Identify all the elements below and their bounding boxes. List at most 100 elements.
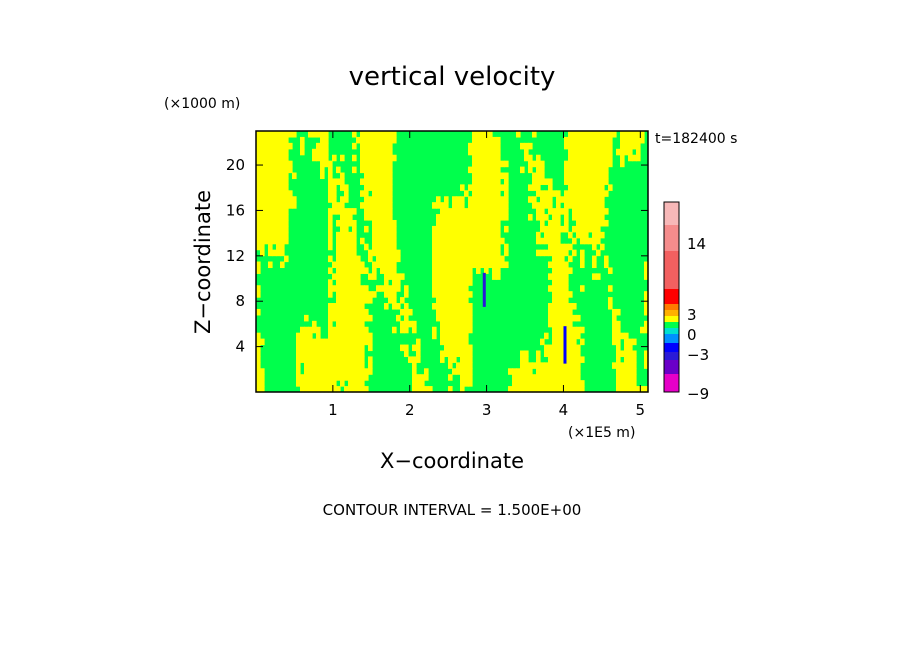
field-cell xyxy=(332,273,337,280)
field-cell xyxy=(356,338,361,346)
field-cell xyxy=(352,386,357,393)
field-cell xyxy=(316,356,321,363)
field-cell xyxy=(580,148,585,156)
field-cell xyxy=(580,196,585,203)
field-cell xyxy=(356,273,361,280)
field-cell xyxy=(564,273,569,280)
field-cell xyxy=(476,267,481,274)
field-cell xyxy=(352,291,357,298)
field-cell xyxy=(452,356,457,363)
field-cell xyxy=(468,380,473,387)
field-cell xyxy=(532,178,537,185)
field-cell xyxy=(268,196,273,203)
field-cell xyxy=(576,190,581,197)
field-cell xyxy=(460,237,465,245)
field-cell xyxy=(272,237,277,245)
field-cell xyxy=(552,231,557,239)
field-cell xyxy=(644,350,649,358)
field-cell xyxy=(552,261,557,269)
field-cell xyxy=(464,320,469,328)
field-cell xyxy=(568,338,573,346)
field-cell xyxy=(448,231,453,239)
field-cell xyxy=(628,154,633,162)
field-cell xyxy=(388,160,393,168)
field-cell xyxy=(352,255,357,263)
field-cell xyxy=(496,136,501,144)
field-cell xyxy=(568,190,573,197)
field-cell xyxy=(440,219,445,227)
field-cell xyxy=(536,214,541,221)
field-cell xyxy=(376,190,381,197)
field-cell xyxy=(448,326,453,334)
field-cell xyxy=(524,148,529,156)
field-cell xyxy=(588,178,593,185)
field-cell xyxy=(588,166,593,174)
field-cell xyxy=(476,231,481,239)
field-cell xyxy=(624,142,629,150)
field-cell xyxy=(340,196,345,203)
field-cell xyxy=(276,160,281,168)
field-cell xyxy=(388,172,393,180)
field-cell xyxy=(516,386,521,393)
field-cell xyxy=(480,160,485,168)
field-cell xyxy=(460,273,465,280)
field-cell xyxy=(400,326,405,334)
field-cell xyxy=(260,131,265,138)
field-cell xyxy=(548,350,553,358)
field-cell xyxy=(368,297,373,304)
field-cell xyxy=(384,154,389,162)
field-cell xyxy=(388,154,393,162)
field-cell xyxy=(536,386,541,393)
field-cell xyxy=(280,231,285,239)
field-cell xyxy=(336,386,341,393)
field-cell xyxy=(448,267,453,274)
field-cell xyxy=(256,356,261,363)
field-cell xyxy=(524,380,529,387)
field-cell xyxy=(628,374,633,381)
field-cell xyxy=(636,148,641,156)
field-cell xyxy=(472,136,477,144)
field-cell xyxy=(600,148,605,156)
field-cell xyxy=(328,219,333,227)
field-cell xyxy=(388,202,393,209)
field-cell xyxy=(388,136,393,144)
field-cell xyxy=(376,261,381,269)
field-cell xyxy=(492,267,497,274)
field-cell xyxy=(388,255,393,263)
field-cell xyxy=(336,273,341,280)
field-cell xyxy=(628,362,633,369)
field-cell xyxy=(452,326,457,334)
field-cell xyxy=(520,380,525,387)
field-cell xyxy=(460,386,465,393)
field-cell xyxy=(580,142,585,150)
field-cell xyxy=(564,285,569,292)
field-cell xyxy=(556,249,561,257)
field-cell xyxy=(460,267,465,274)
field-cell xyxy=(384,231,389,239)
field-cell xyxy=(416,374,421,381)
field-cell xyxy=(304,356,309,363)
field-cell xyxy=(468,326,473,334)
field-cell xyxy=(544,380,549,387)
field-cell xyxy=(496,190,501,197)
field-cell xyxy=(288,131,293,138)
field-cell xyxy=(272,190,277,197)
field-cell xyxy=(336,314,341,322)
field-cell xyxy=(536,154,541,162)
field-cell xyxy=(468,214,473,221)
field-cell xyxy=(264,237,269,245)
field-cell xyxy=(332,190,337,197)
field-cell xyxy=(440,332,445,340)
field-cell xyxy=(584,166,589,174)
field-cell xyxy=(528,142,533,150)
field-cell xyxy=(444,214,449,221)
field-cell xyxy=(392,285,397,292)
field-cell xyxy=(564,136,569,144)
field-cell xyxy=(444,237,449,245)
field-cell xyxy=(320,154,325,162)
field-cell xyxy=(556,267,561,274)
field-cell xyxy=(584,219,589,227)
field-cell xyxy=(620,386,625,393)
field-cell xyxy=(368,154,373,162)
